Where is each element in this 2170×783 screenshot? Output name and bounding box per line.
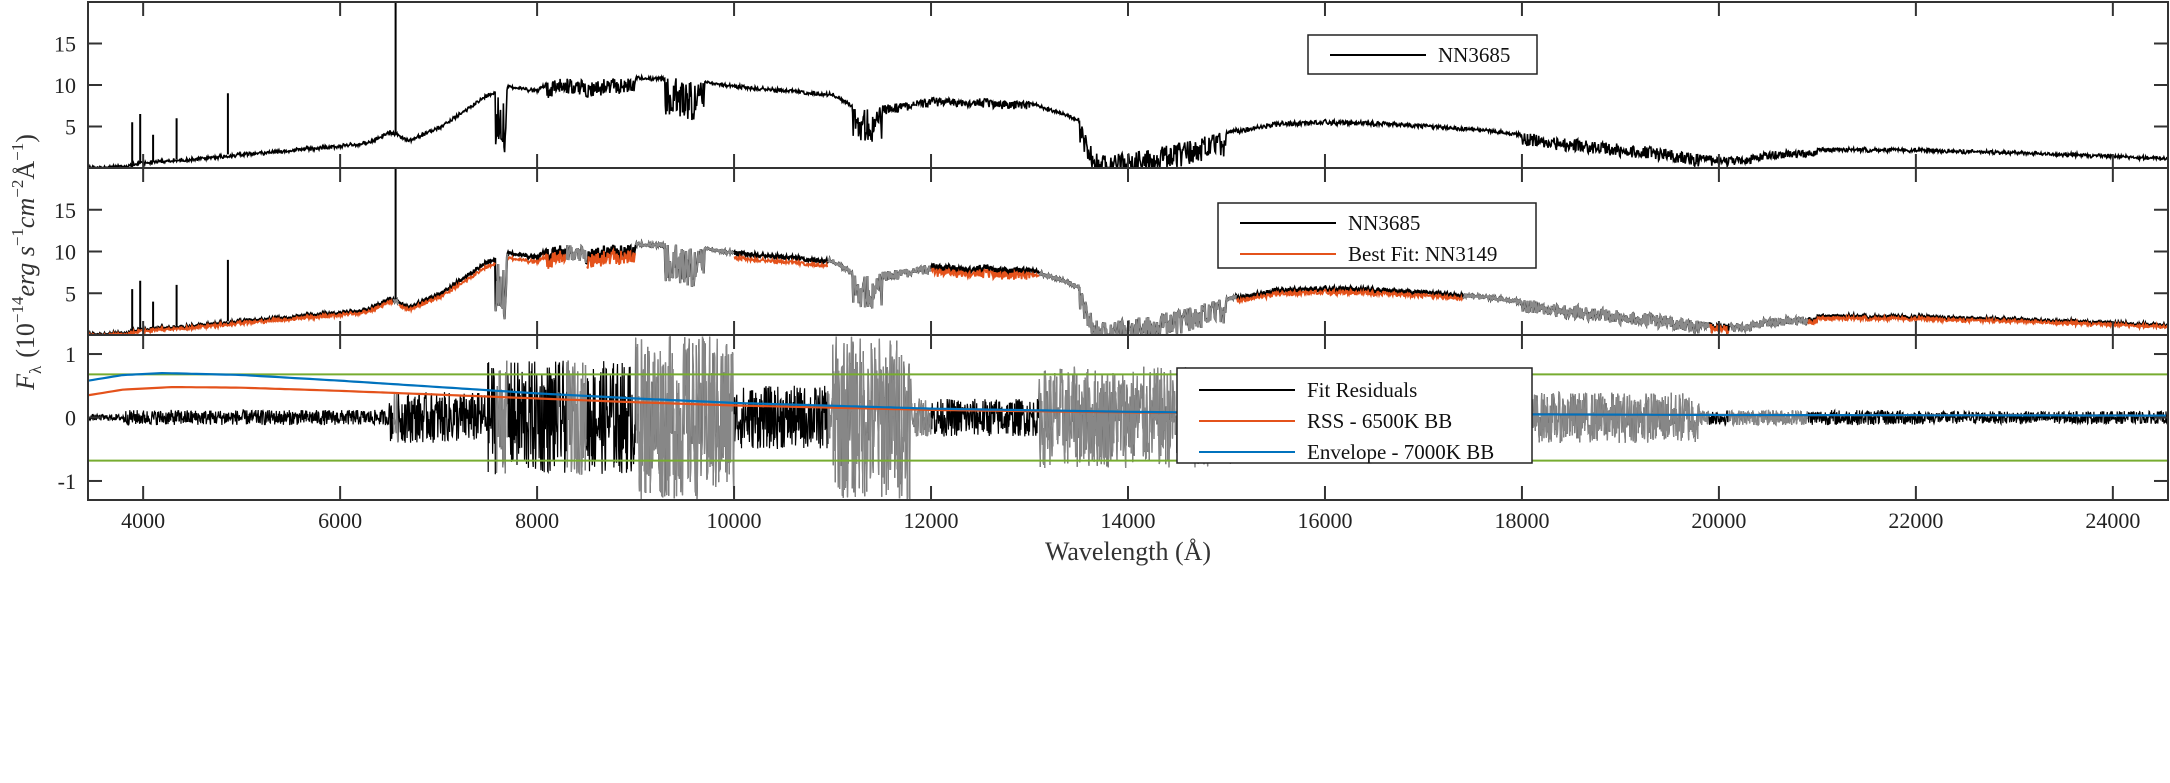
series-line-envelope-7000k-bb xyxy=(88,371,2166,417)
legend-fit: NN3685 Best Fit: NN3149 xyxy=(1217,202,1537,269)
y-tick-label: 15 xyxy=(54,198,76,223)
x-tick-label: 22000 xyxy=(1888,508,1943,533)
y-label-sub: λ xyxy=(26,365,45,374)
panel-frame-1 xyxy=(87,167,2169,336)
x-tick-label: 8000 xyxy=(515,508,559,533)
y-tick-label: 10 xyxy=(54,73,76,98)
y-tick-label: 1 xyxy=(65,342,76,367)
legend-box xyxy=(1217,202,1537,269)
y-tick-label: -1 xyxy=(58,469,76,494)
panel-fit xyxy=(88,168,2168,335)
y-label-cm: cm xyxy=(11,198,40,228)
y-tick-label: 0 xyxy=(65,406,76,431)
x-tick-label: 6000 xyxy=(318,508,362,533)
x-tick-label: 14000 xyxy=(1101,508,1156,533)
x-tick-label: 10000 xyxy=(707,508,762,533)
panel-frame-0 xyxy=(87,1,2169,169)
legend-label: Best Fit: NN3149 xyxy=(1348,242,1497,266)
emission-lines-nn3685 xyxy=(131,168,397,331)
masked-residuals-line xyxy=(392,336,1809,500)
x-tick-label: 4000 xyxy=(121,508,165,533)
y-label-exp4: −1 xyxy=(8,143,27,161)
y-label-ang: Å xyxy=(11,161,40,180)
y-tick-label: 10 xyxy=(54,240,76,265)
y-label-erg: erg s xyxy=(11,246,40,296)
x-tick-label: 12000 xyxy=(904,508,959,533)
x-tick-label: 20000 xyxy=(1691,508,1746,533)
y-tick-label: 15 xyxy=(54,32,76,57)
legend-label: NN3685 xyxy=(1438,43,1510,67)
series-line-nn3685 xyxy=(88,73,2168,168)
y-label-close: ) xyxy=(11,134,40,143)
y-tick-label: 5 xyxy=(65,281,76,306)
y-label-exp2: −1 xyxy=(8,228,27,246)
x-tick-label: 16000 xyxy=(1297,508,1352,533)
x-tick-label: 18000 xyxy=(1494,508,1549,533)
legend-label: Fit Residuals xyxy=(1307,378,1417,402)
emission-lines-nn3685 xyxy=(131,2,397,164)
legend-label: Envelope - 7000K BB xyxy=(1307,440,1494,464)
y-label-pre: (10 xyxy=(11,323,40,358)
legend-box xyxy=(1176,367,1533,464)
y-label-f: F xyxy=(11,373,40,391)
y-label-exp1: −14 xyxy=(8,296,27,323)
legend-residuals: Fit Residuals RSS - 6500K BB Envelope - 70… xyxy=(1176,367,1533,464)
panel-observed xyxy=(88,2,2168,168)
legend-observed: NN3685 xyxy=(1307,34,1538,75)
panel-residuals xyxy=(88,336,2168,500)
legend-label: NN3685 xyxy=(1348,211,1420,235)
legend-label: RSS - 6500K BB xyxy=(1307,409,1452,433)
x-tick-label: 24000 xyxy=(2085,508,2140,533)
y-axis-label: Fλ(10−14erg s−1cm−2Å−1) xyxy=(8,134,45,391)
y-tick-label: 5 xyxy=(65,115,76,140)
y-label-exp3: −2 xyxy=(8,180,27,198)
x-axis-label: Wavelength (Å) xyxy=(1045,537,1211,566)
